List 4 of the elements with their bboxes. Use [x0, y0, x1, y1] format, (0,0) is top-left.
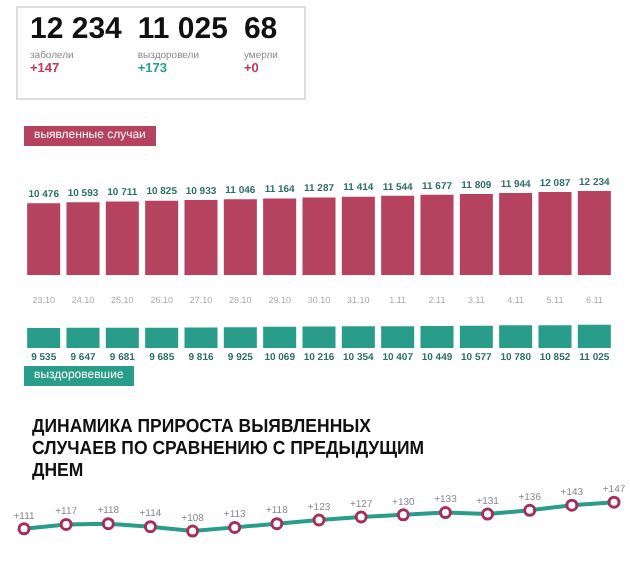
text: 11 025	[137, 12, 228, 46]
text: 12 234	[30, 12, 122, 46]
chart-title: ДИНАМИКА ПРИРОСТА ВЫЯВЛЕННЫХ СЛУЧАЕВ ПО СРАВНЕНИЮ С ПРЕДЫДУЩИМ ДНЕМ	[32, 416, 427, 482]
text: 68	[243, 12, 278, 46]
